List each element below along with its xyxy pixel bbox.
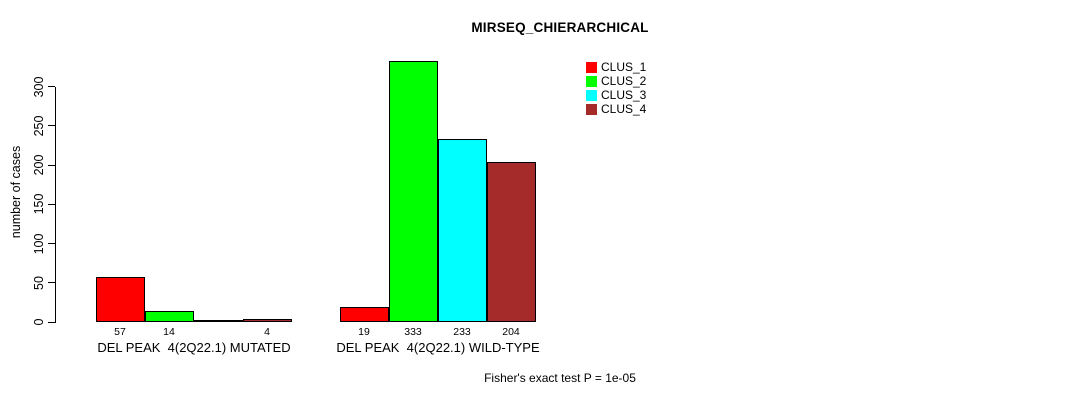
y-tick-label: 200: [32, 154, 46, 176]
y-tick-label: 0: [32, 318, 46, 326]
legend-swatch-clus_3: [586, 90, 597, 101]
bar-value-label: 14: [163, 325, 175, 338]
y-tick: [48, 203, 55, 205]
y-tick: [48, 125, 55, 127]
bar-clus_2-group0: [144, 311, 194, 322]
bar-clus_3-group0: [193, 320, 243, 322]
bar-value-label: 19: [358, 325, 370, 338]
legend-label-clus_1: CLUS_1: [601, 60, 647, 74]
bar-clus_4-group0: [242, 318, 292, 322]
bar-clus_1-group0: [95, 277, 145, 322]
legend-item-clus_3: CLUS_3: [586, 88, 647, 102]
bar-clus_1-group1: [339, 307, 389, 322]
legend-item-clus_2: CLUS_2: [586, 74, 647, 88]
y-tick-label: 150: [32, 193, 46, 215]
legend-swatch-clus_4: [586, 104, 597, 115]
legend-swatch-clus_2: [586, 76, 597, 87]
bar-clus_4-group1: [486, 161, 536, 322]
chart-title: MIRSEQ_CHIERARCHICAL: [471, 20, 649, 35]
y-tick-label: 100: [32, 233, 46, 254]
y-tick-label: 50: [32, 275, 46, 290]
legend-item-clus_1: CLUS_1: [586, 60, 647, 74]
y-axis-label: number of cases: [9, 145, 23, 239]
legend-label-clus_3: CLUS_3: [601, 88, 647, 102]
legend-label-clus_4: CLUS_4: [601, 102, 647, 116]
y-axis-line: [55, 86, 56, 323]
bar-value-label: 4: [264, 325, 270, 338]
x-group-label-wildtype: DEL PEAK 4(2Q22.1) WILD-TYPE: [336, 340, 540, 355]
y-tick: [48, 243, 55, 245]
bar-value-label: 57: [114, 325, 126, 338]
bar-value-label: 333: [404, 325, 422, 338]
legend-swatch-clus_1: [586, 62, 597, 73]
bar-clus_3-group1: [437, 139, 487, 322]
bar-clus_2-group1: [388, 60, 438, 322]
y-tick: [48, 164, 55, 166]
y-tick-label: 250: [32, 115, 46, 137]
y-tick-label: 300: [32, 76, 46, 98]
legend: CLUS_1 CLUS_2 CLUS_3 CLUS_4: [586, 60, 647, 118]
y-tick: [48, 282, 55, 284]
legend-label-clus_2: CLUS_2: [601, 74, 647, 88]
bar-value-label: 204: [502, 325, 520, 338]
y-tick: [48, 321, 55, 323]
legend-item-clus_4: CLUS_4: [586, 102, 647, 116]
bar-value-label: 233: [453, 325, 471, 338]
x-group-label-mutated: DEL PEAK 4(2Q22.1) MUTATED: [97, 340, 291, 355]
fisher-test-annotation: Fisher's exact test P = 1e-05: [484, 371, 636, 385]
y-tick: [48, 86, 55, 88]
